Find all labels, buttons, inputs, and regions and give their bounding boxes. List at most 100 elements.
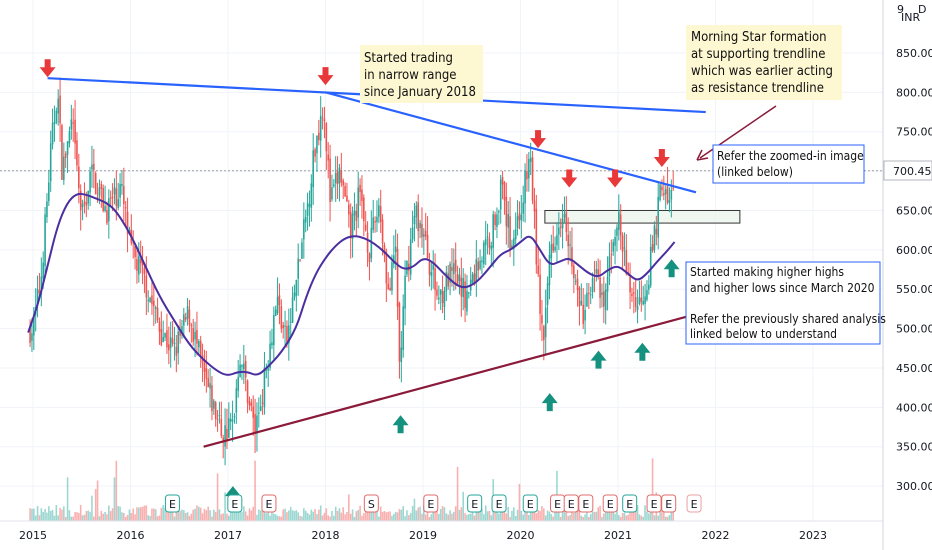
candle-body [327, 154, 329, 161]
candle-body [535, 208, 538, 265]
candle-body [438, 297, 440, 300]
candle-body [265, 369, 268, 371]
volume-bar [379, 506, 382, 521]
candle-body [68, 131, 71, 144]
candle-body [153, 300, 155, 307]
volume-bar [94, 489, 97, 521]
volume-bar [374, 508, 376, 521]
split-marker[interactable] [363, 494, 379, 513]
candle-body [222, 437, 224, 443]
volume-bar [31, 508, 33, 521]
earnings-marker[interactable] [686, 494, 702, 513]
volume-bar [661, 510, 663, 521]
volume-bar [168, 511, 170, 521]
candle-body [126, 211, 129, 234]
candle-body [121, 184, 123, 186]
volume-bar [316, 514, 318, 521]
volume-bar [481, 509, 483, 521]
candle-body [445, 272, 448, 292]
volume-bar [621, 513, 624, 521]
volume-bar [443, 507, 446, 521]
candle-body [393, 255, 395, 265]
price-tick-label: 300.00 [896, 480, 932, 493]
candle-body [473, 273, 476, 282]
volume-bar [458, 509, 461, 521]
volume-bar [124, 516, 127, 521]
volume-bar [417, 507, 419, 521]
candle-body [601, 292, 603, 295]
candle-body [51, 123, 54, 145]
earnings-marker[interactable] [563, 494, 579, 513]
volume-bar [128, 509, 131, 521]
volume-bar [638, 514, 641, 521]
candle-body [610, 254, 613, 256]
candle-body [205, 368, 208, 379]
event-marker-label: E [607, 498, 614, 511]
candle-body [548, 254, 551, 286]
earnings-marker[interactable] [227, 494, 243, 513]
candle-body [638, 297, 641, 305]
candle-body [541, 315, 543, 324]
earnings-marker[interactable] [602, 494, 618, 513]
volume-bar [333, 515, 335, 521]
event-marker-label: E [231, 498, 238, 511]
candle-body [340, 170, 343, 183]
candle-body [417, 202, 419, 232]
volume-bar [89, 511, 91, 521]
earnings-marker[interactable] [423, 494, 439, 513]
time-tick-label: 2019 [409, 529, 437, 542]
earnings-marker[interactable] [491, 494, 507, 513]
earnings-marker[interactable] [164, 494, 180, 513]
candle-body [651, 243, 654, 252]
candle-body [550, 244, 553, 259]
volume-bar [608, 508, 611, 521]
candle-body [139, 259, 142, 264]
volume-bar [61, 509, 63, 521]
earnings-marker[interactable] [522, 494, 538, 513]
volume-bar [357, 509, 359, 521]
time-axis[interactable]: 2015 2016 2017 2018 2019 2020 2021 2022 2023 [19, 529, 827, 542]
volume-bar [378, 516, 380, 521]
volume-bar [531, 506, 534, 521]
volume-bar [535, 513, 538, 521]
candle-body [486, 236, 489, 238]
earnings-marker[interactable] [622, 494, 638, 513]
down-arrow-icon [317, 67, 334, 86]
earnings-marker[interactable] [661, 494, 677, 513]
candle-body [655, 228, 658, 235]
candle-body [59, 95, 61, 124]
volume-bar [627, 514, 629, 521]
volume-bar [411, 506, 414, 521]
volume-bar [565, 505, 568, 521]
candle-body [569, 244, 571, 246]
candle-body [147, 299, 149, 301]
volume-bar [589, 514, 592, 521]
volume-bar [36, 506, 39, 521]
candle-body [214, 402, 217, 420]
volume-bar [214, 511, 217, 521]
volume-bar [136, 507, 138, 521]
volume-bar [526, 506, 528, 521]
earnings-marker[interactable] [467, 494, 483, 513]
volume-bar [426, 506, 429, 521]
volume-bar [462, 491, 464, 521]
volume-bar [460, 507, 463, 521]
earnings-marker[interactable] [578, 494, 594, 513]
volume-bar [432, 512, 434, 521]
volume-bar [149, 515, 151, 521]
axis-corner-text-right: D [918, 3, 926, 16]
volume-bar [293, 511, 296, 521]
candle-body [396, 248, 399, 307]
earnings-marker[interactable] [261, 494, 277, 513]
earnings-marker[interactable] [646, 494, 662, 513]
candle-body [503, 182, 506, 201]
volume-bar [297, 512, 299, 521]
candle-body [190, 324, 193, 326]
volume-bar [246, 515, 249, 521]
volume-bar [44, 509, 46, 521]
volume-bar [402, 506, 404, 521]
candle-body [184, 317, 187, 320]
candle-body [458, 274, 461, 282]
